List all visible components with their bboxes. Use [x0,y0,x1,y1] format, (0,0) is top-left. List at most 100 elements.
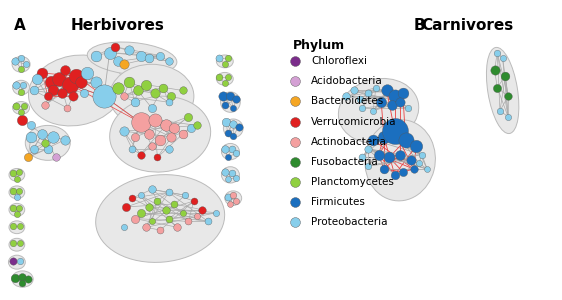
Point [119,62,128,67]
Point [192,123,201,128]
Point [417,152,426,157]
Point [8,206,17,211]
Point [164,146,173,151]
Point [396,152,405,157]
Point [12,104,21,109]
Point [158,85,167,90]
Point [229,122,238,126]
Point [12,194,21,199]
Point [142,225,151,230]
Point [493,85,502,90]
Ellipse shape [365,120,436,201]
Point [363,146,372,151]
Point [164,216,173,221]
Point [412,143,421,148]
Point [178,132,187,136]
Point [173,225,182,230]
Point [187,126,196,131]
Point [91,53,100,58]
Point [227,171,237,176]
Point [26,123,35,128]
Ellipse shape [216,72,233,85]
Point [43,146,52,151]
Point [377,100,386,104]
Point [18,117,27,122]
Ellipse shape [9,186,25,199]
Point [147,219,156,224]
Point [161,123,170,128]
Point [69,94,78,99]
Point [130,135,139,140]
Point [504,94,513,99]
Point [223,130,232,135]
Point [388,103,397,107]
Point [374,152,383,157]
Point [178,88,187,93]
Point [423,103,432,107]
Point [358,155,367,160]
Point [212,210,221,215]
Point [49,88,58,93]
Point [144,132,153,136]
Point [15,206,24,211]
Point [226,202,235,206]
Text: Chloroflexi: Chloroflexi [311,56,368,66]
Point [18,280,27,285]
Point [15,169,24,174]
Point [125,47,134,52]
Point [130,216,139,221]
Point [153,155,162,160]
Point [57,91,66,96]
Point [24,155,33,160]
Ellipse shape [13,80,30,95]
Point [17,110,26,115]
Point [12,82,21,87]
Point [12,212,21,217]
Ellipse shape [9,238,25,251]
Ellipse shape [12,56,30,72]
Point [66,82,75,87]
Text: Herbivores: Herbivores [71,18,165,33]
Point [38,132,47,136]
Point [119,94,128,99]
Point [192,213,201,218]
Text: Planctomycetes: Planctomycetes [311,177,394,187]
Point [156,228,165,232]
Point [232,97,241,102]
Point [17,56,26,61]
Point [150,91,159,96]
Point [404,106,413,110]
Point [11,59,20,64]
Point [220,169,229,174]
Point [232,199,241,203]
Point [8,188,17,193]
Point [19,104,28,109]
Ellipse shape [8,255,25,269]
Point [342,94,351,99]
Point [71,74,80,78]
Point [144,56,153,61]
Point [504,114,513,119]
Point [8,224,17,228]
Point [26,135,35,140]
Point [409,167,418,171]
Point [136,53,145,58]
Point [60,137,69,142]
Point [501,74,510,78]
Point [401,137,410,142]
Point [15,241,24,246]
Point [355,97,364,102]
Point [83,70,92,75]
Point [184,219,193,224]
Text: Verrucomicrobia: Verrucomicrobia [311,117,397,127]
Point [215,75,224,80]
Point [181,193,190,198]
Point [15,224,24,228]
Ellipse shape [338,78,419,143]
Point [32,76,41,81]
Point [77,79,86,84]
Ellipse shape [224,119,243,138]
Point [490,68,499,73]
Point [390,129,399,134]
Point [114,59,123,64]
